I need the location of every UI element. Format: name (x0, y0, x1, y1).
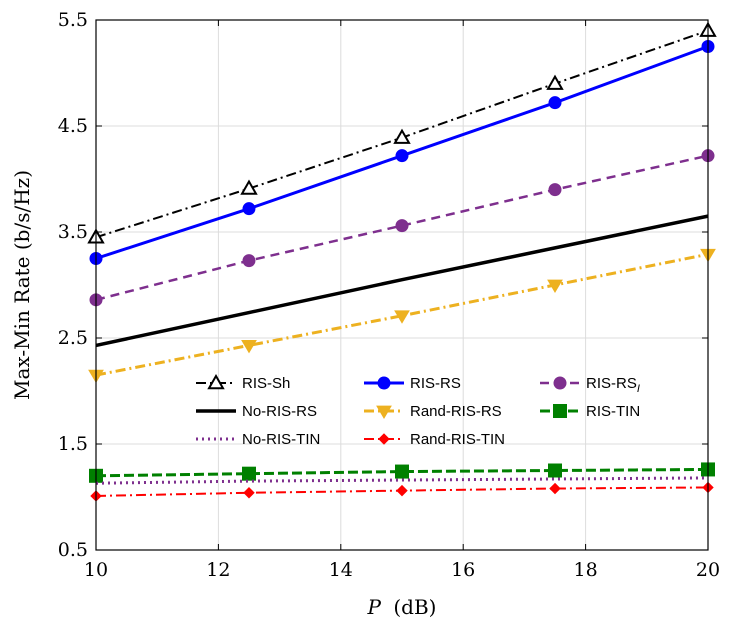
series-line (95, 214, 709, 348)
legend-item: No-RIS-RS (196, 403, 317, 420)
legend-label-subscript: I (637, 383, 640, 395)
x-tick-label: 10 (84, 559, 108, 581)
axis-ticks: 10 12 14 16 18 20 0.5 1.5 2.5 3.5 4.5 5.5 (58, 9, 720, 581)
x-tick-label: 12 (206, 559, 230, 581)
x-tick-label: 14 (329, 559, 353, 581)
legend-label: RIS-RS (410, 375, 461, 392)
legend-item: Rand-RIS-TIN (364, 431, 505, 448)
data-point-marker (395, 464, 409, 479)
data-point-marker (377, 376, 391, 390)
legend-item: RIS-RSI (540, 375, 640, 395)
data-point-marker (549, 482, 561, 495)
data-point-marker (393, 128, 411, 144)
legend-item: RIS-TIN (540, 403, 640, 420)
data-point-marker (242, 254, 256, 268)
y-tick-label: 4.5 (58, 115, 88, 137)
data-point-marker (396, 484, 408, 497)
legend-label: RIS-TIN (586, 403, 640, 420)
x-axis-label: P (dB) (367, 595, 437, 619)
y-tick-label: 1.5 (58, 433, 88, 455)
legend-label: No-RIS-TIN (242, 431, 320, 448)
y-tick-label: 2.5 (58, 327, 88, 349)
legend-item: RIS-Sh (196, 373, 290, 392)
legend-label: No-RIS-RS (242, 403, 317, 420)
plot-frame (95, 19, 709, 551)
data-point-marker (376, 405, 392, 419)
data-point-marker (553, 376, 567, 390)
data-point-marker (547, 279, 563, 293)
data-point-marker (207, 373, 225, 390)
data-point-marker (548, 96, 562, 110)
y-tick-label: 5.5 (58, 9, 88, 31)
data-point-marker (553, 404, 567, 418)
series-ris-tin (89, 462, 715, 483)
series-group (87, 21, 717, 502)
data-point-marker (548, 463, 562, 478)
series-rand-ris-tin (90, 481, 714, 502)
legend-item: RIS-RS (364, 375, 461, 392)
series-no-ris-rs (95, 214, 709, 348)
y-tick-label: 0.5 (58, 539, 88, 561)
legend-label: RIS-Sh (242, 375, 290, 392)
series-rand-ris-rs (88, 248, 716, 384)
data-point-marker (548, 183, 562, 197)
y-tick-label: 3.5 (58, 221, 88, 243)
data-point-marker (395, 149, 409, 163)
data-point-marker (242, 466, 256, 481)
series-line (95, 467, 709, 478)
data-point-marker (546, 74, 564, 90)
data-point-marker (394, 310, 410, 324)
y-axis-label: Max-Min Rate (b/s/Hz) (10, 170, 34, 400)
x-tick-label: 18 (574, 559, 598, 581)
data-point-marker (395, 219, 409, 233)
legend-label: Rand-RIS-RS (410, 403, 502, 420)
legend: RIS-Sh RIS-RS RIS-RSI No-RIS-RS Rand-RIS-RS R… (196, 373, 640, 448)
data-point-marker (378, 433, 390, 445)
series-ris-rs (89, 40, 715, 265)
series-line (95, 252, 709, 377)
data-point-marker (240, 179, 258, 195)
series-ris-sh (87, 21, 717, 244)
data-point-marker (243, 487, 255, 499)
legend-item: Rand-RIS-RS (364, 403, 502, 420)
series-ris-rs-i (89, 149, 715, 307)
legend-item: No-RIS-TIN (196, 431, 320, 448)
series-no-ris-tin (95, 476, 709, 485)
legend-label: RIS-RSI (586, 375, 640, 395)
legend-label: Rand-RIS-TIN (410, 431, 505, 448)
x-axis-label-unit: (dB) (393, 595, 436, 619)
x-tick-label: 16 (451, 559, 475, 581)
x-axis-label-symbol: P (367, 595, 382, 619)
x-tick-label: 20 (696, 559, 720, 581)
series-line (95, 476, 709, 485)
series-line (95, 154, 709, 302)
data-point-marker (242, 202, 256, 216)
data-point-marker (241, 340, 257, 354)
